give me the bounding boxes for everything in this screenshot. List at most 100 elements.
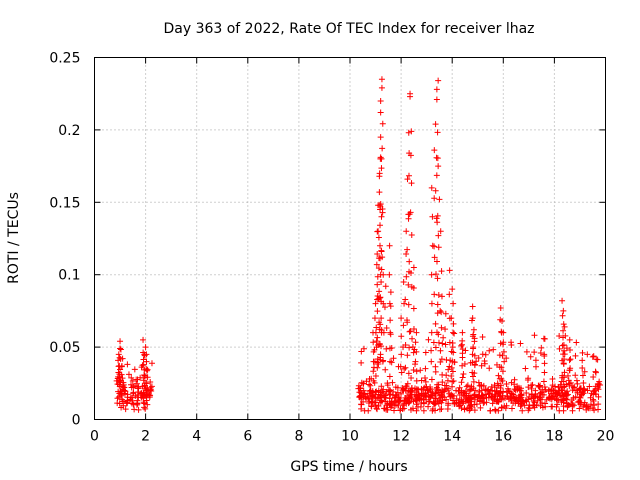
- data-point: [490, 346, 497, 353]
- grid: [94, 57, 606, 420]
- data-point: [366, 381, 373, 388]
- data-point: [374, 281, 381, 288]
- data-point: [375, 265, 382, 272]
- data-point: [576, 405, 583, 412]
- data-point: [494, 380, 501, 387]
- data-point: [378, 155, 385, 162]
- data-point: [537, 350, 544, 357]
- data-point: [560, 378, 567, 385]
- data-point: [381, 304, 388, 311]
- data-point: [527, 353, 534, 360]
- data-point: [449, 339, 456, 346]
- x-tick-label: 12: [392, 429, 410, 445]
- data-point: [549, 394, 556, 401]
- data-point: [486, 365, 493, 372]
- x-tick-label: 18: [545, 429, 563, 445]
- data-point: [114, 395, 121, 402]
- data-point: [373, 261, 380, 268]
- data-point: [485, 390, 492, 397]
- data-point: [449, 383, 456, 390]
- data-point: [497, 305, 504, 312]
- data-point: [560, 321, 567, 328]
- data-point: [377, 222, 384, 229]
- data-point: [579, 349, 586, 356]
- data-point: [118, 363, 125, 370]
- data-point: [451, 358, 458, 365]
- data-point: [548, 390, 555, 397]
- data-point: [456, 391, 463, 398]
- data-point: [589, 353, 596, 360]
- data-point: [140, 399, 147, 406]
- data-point: [376, 242, 383, 249]
- data-point: [383, 406, 390, 413]
- data-point: [119, 355, 126, 362]
- data-point: [499, 352, 506, 359]
- data-point: [510, 391, 517, 398]
- data-point: [371, 315, 378, 322]
- data-point: [458, 342, 465, 349]
- x-tick-label: 0: [90, 429, 99, 445]
- data-point: [561, 351, 568, 358]
- data-point: [433, 385, 440, 392]
- data-point: [429, 213, 436, 220]
- data-point: [410, 264, 417, 271]
- data-point: [406, 268, 413, 275]
- data-point: [403, 251, 410, 258]
- data-point: [559, 297, 566, 304]
- data-point: [405, 301, 412, 308]
- data-point: [500, 388, 507, 395]
- data-points: [113, 76, 604, 414]
- data-point: [432, 368, 439, 375]
- data-point: [405, 370, 412, 377]
- data-point: [439, 379, 446, 386]
- data-point: [374, 308, 381, 315]
- data-point: [372, 373, 379, 380]
- data-point: [410, 326, 417, 332]
- data-point: [405, 129, 412, 136]
- data-point: [358, 348, 365, 355]
- data-point: [435, 331, 442, 338]
- data-point: [431, 291, 438, 298]
- data-point: [442, 341, 449, 348]
- data-point: [404, 246, 411, 253]
- data-point: [400, 385, 407, 392]
- data-point: [147, 378, 154, 385]
- data-point: [482, 386, 489, 393]
- data-point: [141, 404, 148, 411]
- data-point: [566, 367, 573, 374]
- x-tick-label: 10: [341, 429, 359, 445]
- data-point: [469, 373, 476, 380]
- data-point: [584, 403, 591, 410]
- data-point: [459, 374, 466, 381]
- data-point: [434, 275, 441, 282]
- data-point: [384, 382, 391, 389]
- data-point: [492, 391, 499, 398]
- data-point: [116, 400, 123, 407]
- data-point: [569, 401, 576, 408]
- data-point: [141, 373, 148, 380]
- data-point: [493, 388, 500, 395]
- data-point: [563, 390, 570, 397]
- data-point: [380, 271, 387, 278]
- data-point: [444, 377, 451, 384]
- data-point: [560, 360, 567, 367]
- data-point: [428, 347, 435, 354]
- y-tick-label: 0.15: [49, 195, 80, 211]
- data-point: [453, 395, 460, 402]
- data-point: [365, 400, 372, 407]
- data-point: [450, 378, 457, 385]
- data-point: [422, 392, 429, 399]
- data-point: [512, 400, 519, 407]
- data-point: [587, 394, 594, 401]
- data-point: [386, 345, 393, 352]
- data-point: [549, 375, 556, 382]
- data-point: [397, 363, 404, 370]
- data-point: [398, 315, 405, 322]
- data-point: [382, 366, 389, 373]
- data-point: [390, 355, 397, 362]
- data-point: [403, 317, 410, 324]
- data-point: [431, 243, 438, 250]
- data-point: [370, 377, 377, 384]
- data-point: [451, 392, 458, 399]
- data-point: [476, 382, 483, 389]
